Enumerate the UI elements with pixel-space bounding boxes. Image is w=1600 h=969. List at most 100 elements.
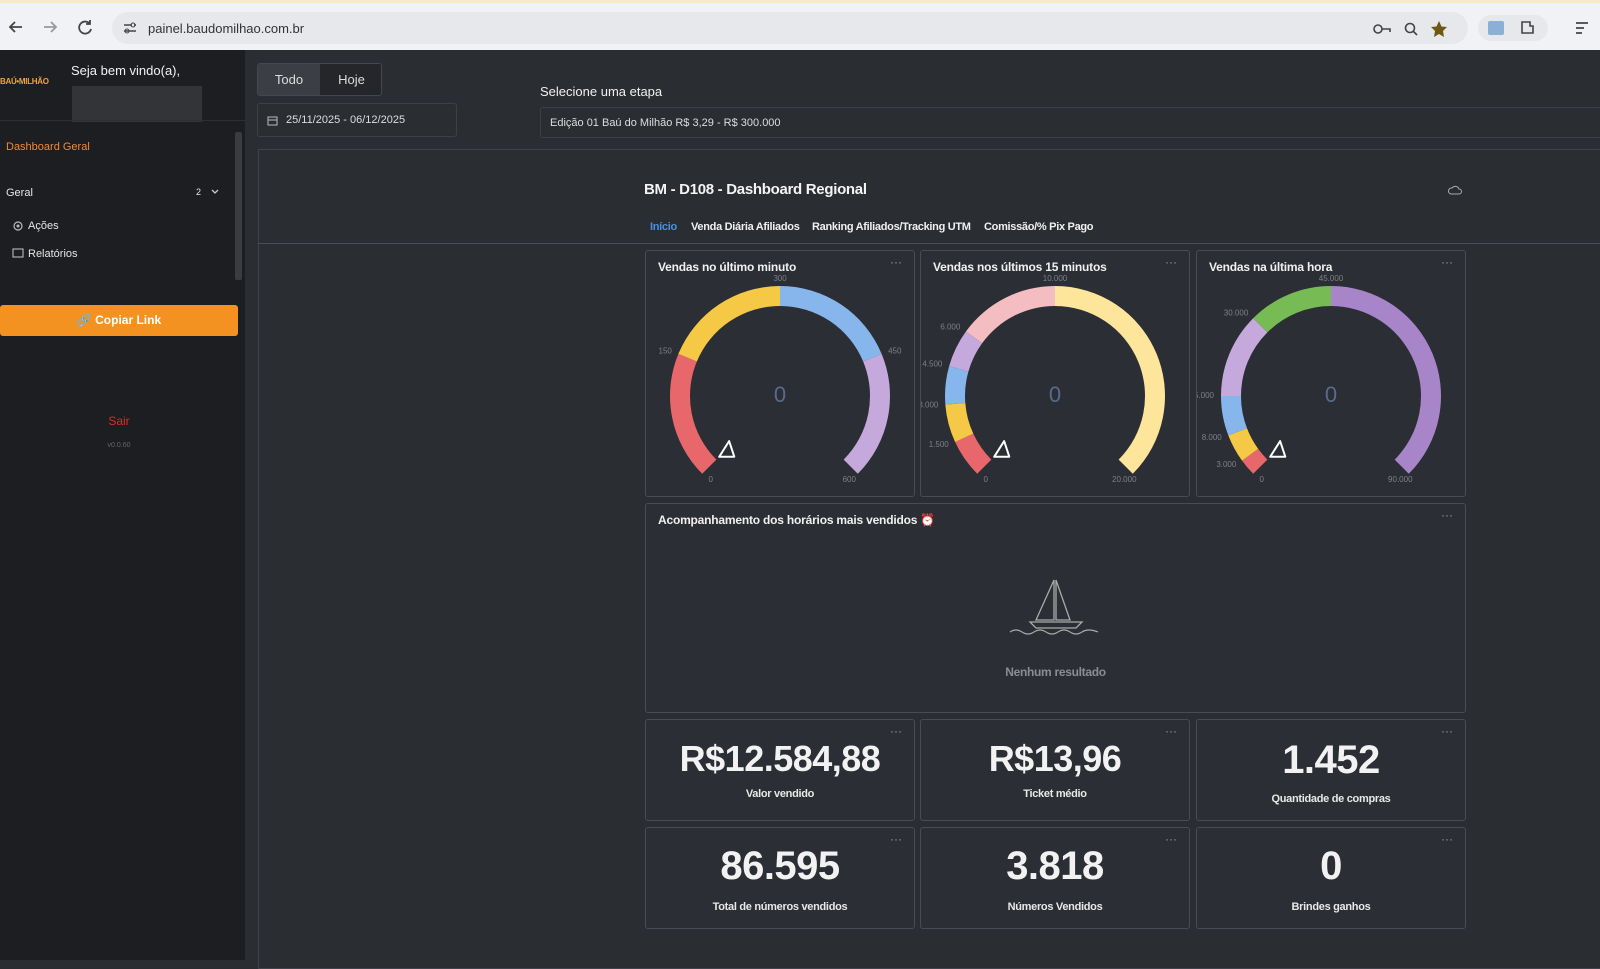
url-text: painel.baudomilhao.com.br <box>148 21 305 36</box>
browser-toolbar: painel.baudomilhao.com.br <box>0 0 1600 50</box>
version: v0.0.60 <box>107 442 131 449</box>
dashboard-tab[interactable]: Início <box>650 221 677 233</box>
menu-dots[interactable]: ··· <box>1165 832 1177 846</box>
empty-text: Nenhum resultado <box>1005 665 1106 679</box>
gauge-band <box>678 286 780 362</box>
date-picker[interactable]: 25/11/2025 - 06/12/2025 <box>257 103 457 137</box>
divider <box>0 120 245 121</box>
menu-dots[interactable]: ··· <box>1441 832 1453 846</box>
gauge-band <box>1242 448 1268 474</box>
gauge-band <box>1331 286 1441 474</box>
gauge-card: Vendas nos últimos 15 minutos ··· 0 1.500 3.… <box>920 250 1190 497</box>
gauge-tick-label: 15.000 <box>1197 391 1215 400</box>
gauge-value: 0 <box>1049 382 1061 407</box>
gauge-tick-label: 90.000 <box>1388 475 1413 484</box>
menu-dots[interactable]: ··· <box>890 832 902 846</box>
menu-dots[interactable]: ··· <box>1165 255 1177 269</box>
kpi-value: 0 <box>1320 844 1342 888</box>
address-bar[interactable]: painel.baudomilhao.com.br <box>112 12 1468 44</box>
gauge-tick-label: 450 <box>888 346 902 355</box>
kpi-card: ··· 86.595 Total de números vendidos <box>645 827 915 929</box>
gauge-tick-label: 20.000 <box>1112 475 1137 484</box>
stage-select[interactable]: Edição 01 Baú do Milhão R$ 3,29 - R$ 300… <box>540 107 1600 138</box>
menu-item[interactable]: Ações <box>28 220 59 232</box>
menu-dots[interactable]: ··· <box>1441 724 1453 738</box>
kpi-card: ··· R$12.584,88 Valor vendido <box>645 719 915 821</box>
kpi-label: Ticket médio <box>1023 788 1087 800</box>
period-tab[interactable]: Hoje <box>320 64 381 95</box>
gauge-tick-label: 45.000 <box>1319 274 1344 283</box>
card-title: Acompanhamento dos horários mais vendido… <box>658 513 936 527</box>
gauge-band <box>945 403 974 443</box>
gauge-title: Vendas na última hora <box>1209 260 1333 274</box>
dashboard-title: BM - D108 - Dashboard Regional <box>644 181 867 198</box>
kpi-label: Valor vendido <box>745 788 815 800</box>
dashboard-tab[interactable]: Comissão/% Pix Pago <box>984 221 1094 233</box>
kpi-card: ··· 3.818 Números Vendidos <box>920 827 1190 929</box>
hourly-card: Acompanhamento dos horários mais vendido… <box>645 503 1466 713</box>
kpi-value: R$12.584,88 <box>679 738 881 779</box>
kpi-value: 3.818 <box>1006 844 1104 888</box>
menu-dots[interactable]: ··· <box>890 255 902 269</box>
gauge-tick-label: 3.000 <box>921 400 939 409</box>
menu-dots[interactable]: ··· <box>890 724 902 738</box>
sailboat <box>1028 579 1084 629</box>
gauge-band <box>1253 286 1331 333</box>
gauge-tick-label: 10.000 <box>1043 274 1068 283</box>
menu-item-active[interactable]: Dashboard Geral <box>6 141 90 153</box>
chevron[interactable] <box>210 187 220 197</box>
gauge-band <box>949 331 983 372</box>
button-label: Copiar Link <box>95 313 162 327</box>
kpi-value: 1.452 <box>1282 738 1380 782</box>
gauge-tick-label: 0 <box>1259 475 1264 484</box>
gauge-title: Vendas nos últimos 15 minutos <box>933 260 1107 274</box>
logout-link[interactable]: Sair <box>108 414 130 428</box>
kpi-card: ··· R$13,96 Ticket médio <box>920 719 1190 821</box>
gauge-band <box>955 433 992 474</box>
gauge-tick-label: 1.500 <box>929 440 950 449</box>
menu-group[interactable]: Geral <box>6 187 33 199</box>
gauge-pointer <box>718 440 736 458</box>
kpi-value: 86.595 <box>720 844 840 888</box>
gauge-tick-label: 6.000 <box>940 322 961 331</box>
gauge-value: 0 <box>774 382 786 407</box>
period-tab[interactable]: Todo <box>258 64 320 95</box>
tabs-divider <box>258 243 1600 244</box>
kpi-card: ··· 1.452 Quantidade de compras <box>1196 719 1466 821</box>
gauge-tick-label: 150 <box>659 346 673 355</box>
menu-dots[interactable]: ··· <box>1165 724 1177 738</box>
gauge-band <box>1221 318 1268 396</box>
gauge-pointer <box>1269 440 1287 458</box>
logo: BAÚ•MILHÃO <box>0 77 49 86</box>
gauge-tick-label: 300 <box>773 274 787 283</box>
welcome-text: Seja bem vindo(a), <box>71 63 181 78</box>
date-range: 25/11/2025 - 06/12/2025 <box>286 114 406 126</box>
gauge-band <box>1228 428 1259 461</box>
gauge-tick-label: 3.000 <box>1216 460 1237 469</box>
gauge: 0 1.500 3.000 4.500 6.000 10.000 20.000 0 <box>921 274 1165 484</box>
kpi-value: R$13,96 <box>988 738 1122 779</box>
gauge-title: Vendas no último minuto <box>658 260 797 274</box>
gauge-tick-label: 4.500 <box>922 359 943 368</box>
gauge-band <box>1055 286 1165 474</box>
gauge-band <box>843 353 890 474</box>
gauge-band <box>670 353 717 474</box>
menu-dots[interactable]: ··· <box>1441 508 1453 522</box>
menu-dots[interactable]: ··· <box>1441 255 1453 269</box>
gauge-tick-label: 0 <box>983 475 988 484</box>
copy-link-button[interactable]: 🔗 Copiar Link <box>0 305 238 336</box>
dashboard-tab[interactable]: Venda Diária Afiliados <box>691 221 800 233</box>
gauge: 0 150 300 450 600 0 <box>659 274 902 484</box>
dashboard-tab[interactable]: Ranking Afiliados/Tracking UTM <box>812 221 971 233</box>
cloud-icon[interactable] <box>1448 184 1462 196</box>
menu-item[interactable]: Relatórios <box>28 248 78 260</box>
scrollbar[interactable] <box>235 132 242 280</box>
gauge: 0 3.000 8.000 15.000 30.000 45.000 90.000 0 <box>1197 274 1441 484</box>
gauge-card: Vendas no último minuto ··· 0 150 300 450 600 0 <box>645 250 915 497</box>
kpi-card: ··· 0 Brindes ganhos <box>1196 827 1466 929</box>
extension-icons <box>1478 15 1588 41</box>
stage-value: Edição 01 Baú do Milhão R$ 3,29 - R$ 300… <box>550 117 781 129</box>
stage-label: Selecione uma etapa <box>540 84 663 99</box>
nav-icons <box>8 20 92 35</box>
